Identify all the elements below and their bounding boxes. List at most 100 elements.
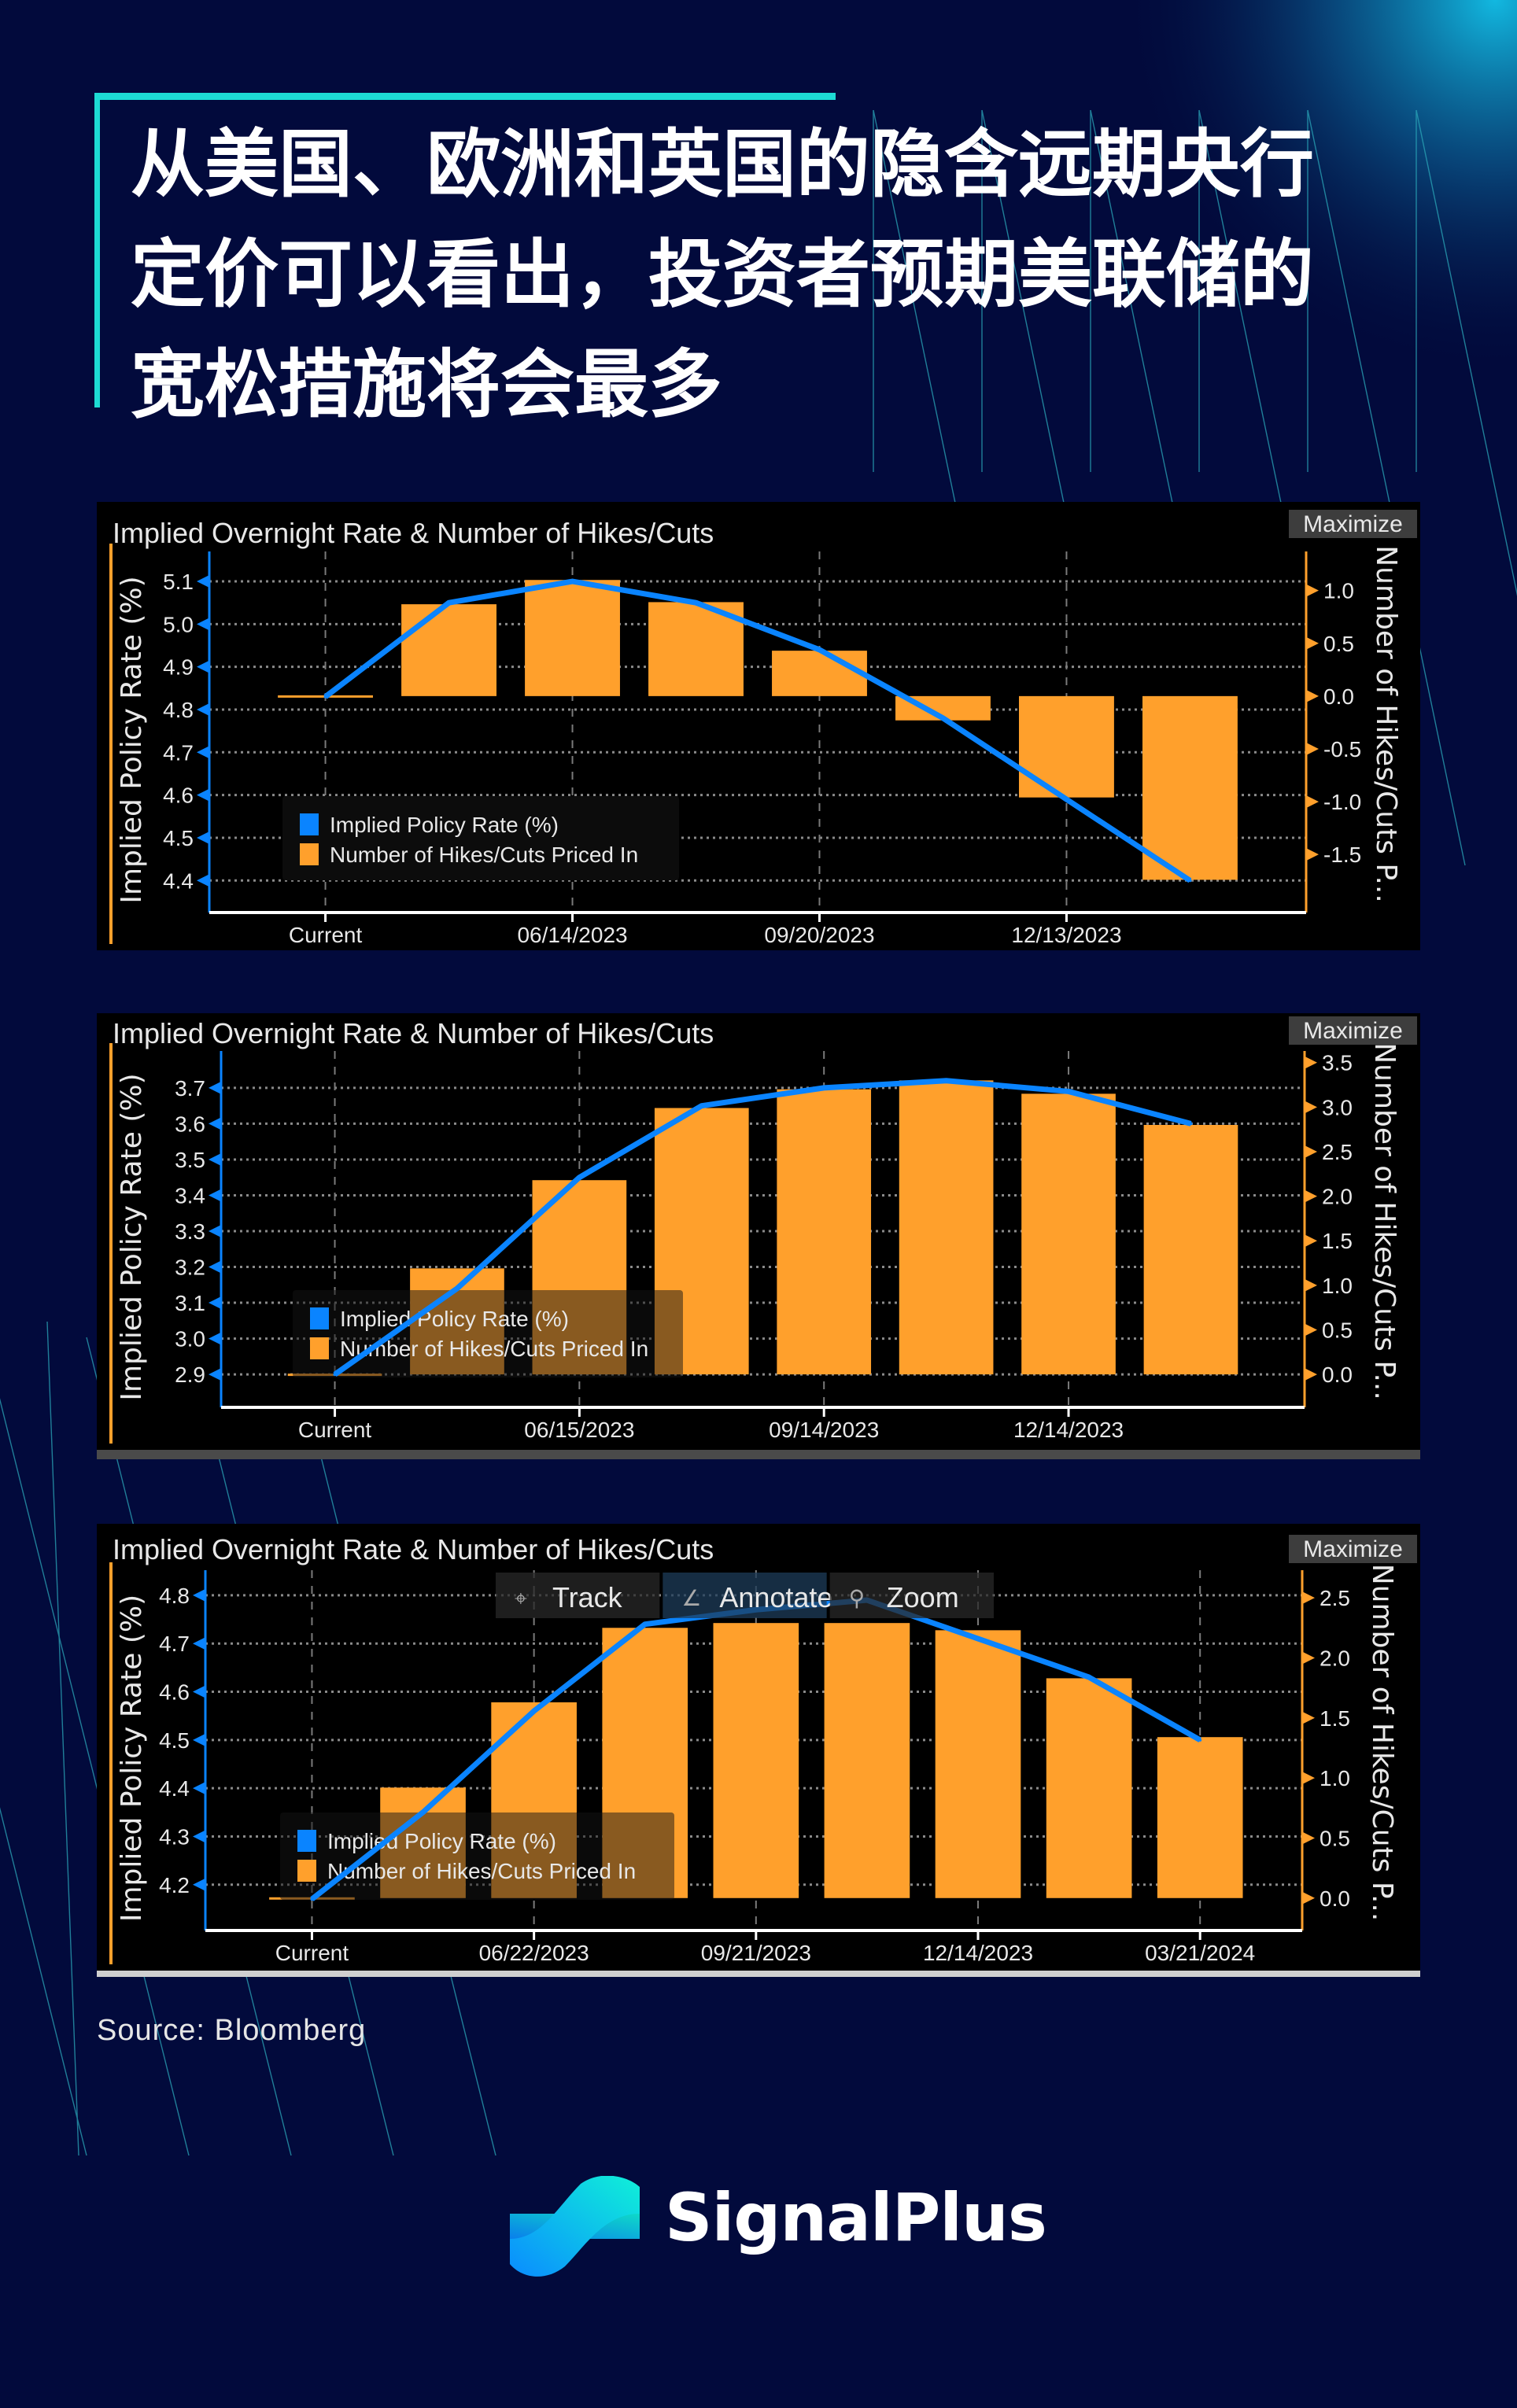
y2-tick-label: 2.0: [1320, 1646, 1350, 1670]
bar-hikes-cuts: [1019, 695, 1114, 798]
y-tick-marker: [193, 1685, 205, 1698]
decor-line: [46, 1321, 79, 2156]
bar-hikes-cuts: [1143, 1124, 1238, 1375]
rate-point: [822, 1086, 826, 1090]
decor-line: [0, 1807, 87, 2156]
y-tick-label: 4.3: [159, 1824, 190, 1849]
toolbar-track-button[interactable]: ⌖ Track: [496, 1573, 660, 1618]
y-tick-label: 3.2: [175, 1256, 205, 1280]
y-tick-marker: [209, 1225, 221, 1238]
y-tick-marker: [197, 746, 209, 759]
rate-point: [694, 601, 698, 605]
legend: Implied Policy Rate (%) Number of Hikes/C…: [280, 1812, 674, 1900]
y-tick-marker: [193, 1878, 205, 1891]
y2-tick-label: 2.0: [1322, 1185, 1353, 1209]
rate-point: [941, 716, 945, 720]
maximize-button[interactable]: Maximize: [1289, 1016, 1417, 1045]
y2-tick-marker: [1305, 1101, 1317, 1114]
y-tick-label: 2.9: [175, 1363, 205, 1387]
y-tick-label: 4.4: [163, 868, 194, 893]
y2-axis-label: Number of Hikes/Cuts P...: [1368, 1042, 1401, 1400]
y-tick-marker: [209, 1260, 221, 1274]
source-note: Source: Bloomberg: [97, 2014, 367, 2047]
toolbar-label: Track: [552, 1581, 623, 1613]
accent-bracket-top: [94, 93, 836, 100]
y-tick-label: 3.4: [175, 1183, 205, 1208]
y2-tick-label: 1.0: [1320, 1766, 1350, 1790]
y2-tick-label: 0.5: [1320, 1826, 1350, 1850]
maximize-button[interactable]: Maximize: [1289, 510, 1417, 538]
rate-point: [570, 580, 574, 584]
chart-toolbar: ⌖ Track ∠ Annotate ⚲ Zoom: [496, 1573, 994, 1618]
y-tick-marker: [193, 1782, 205, 1795]
x-tick-label: Current: [275, 1941, 349, 1965]
y-tick-label: 3.5: [175, 1148, 205, 1172]
rate-point: [578, 1175, 581, 1179]
y-axis-label: Implied Policy Rate (%): [116, 1073, 148, 1400]
maximize-button[interactable]: Maximize: [1289, 1535, 1417, 1563]
y2-tick-marker: [1305, 1323, 1317, 1337]
y-tick-marker: [197, 575, 209, 588]
chart-title: Implied Overnight Rate & Number of Hikes…: [113, 1017, 714, 1049]
y2-tick-label: 3.0: [1322, 1095, 1353, 1119]
chart-panel-uk: Implied Overnight Rate & Number of Hikes…: [97, 1524, 1420, 1971]
y-tick-marker: [197, 874, 209, 887]
legend-label: Implied Policy Rate (%): [327, 1829, 556, 1853]
y-tick-marker: [209, 1081, 221, 1094]
y2-tick-label: 1.0: [1322, 1274, 1353, 1298]
rate-point: [976, 1637, 980, 1641]
y-tick-label: 3.0: [175, 1327, 205, 1352]
y2-tick-marker: [1306, 848, 1319, 861]
y2-tick-label: 1.5: [1320, 1706, 1350, 1731]
y2-tick-label: 1.5: [1322, 1229, 1353, 1253]
x-tick-label: 09/21/2023: [701, 1941, 811, 1965]
panel-scrollbar[interactable]: [97, 1450, 1420, 1459]
y-tick-marker: [209, 1332, 221, 1345]
y2-tick-label: 1.0: [1323, 579, 1354, 603]
y-tick-marker: [209, 1117, 221, 1130]
y2-axis-label: Number of Hikes/Cuts P...: [1370, 545, 1402, 903]
legend-label: Implied Policy Rate (%): [340, 1307, 569, 1331]
legend-label: Number of Hikes/Cuts Priced In: [330, 843, 638, 867]
line-implied-policy-rate: [323, 578, 1192, 883]
signalplus-logo-icon: [510, 2176, 640, 2277]
rate-point: [421, 1810, 425, 1814]
y2-tick-marker: [1305, 1368, 1317, 1381]
rate-point: [455, 1286, 459, 1290]
y-tick-label: 3.1: [175, 1291, 205, 1315]
y2-tick-marker: [1305, 1234, 1317, 1248]
rate-point: [447, 601, 451, 605]
y2-tick-label: -0.5: [1323, 737, 1361, 761]
rate-point: [818, 647, 821, 651]
bar-hikes-cuts: [777, 1089, 872, 1375]
annotate-icon: ∠: [681, 1585, 701, 1611]
bar-hikes-cuts: [525, 580, 620, 696]
rate-point: [944, 1079, 948, 1082]
y-tick-marker: [193, 1588, 205, 1602]
legend-swatch-rate: [310, 1307, 329, 1329]
headline: 从美国、欧洲和英国的隐含远期央行 定价可以看出，投资者预期美联储的 宽松措施将会…: [131, 110, 1390, 441]
toolbar-zoom-button[interactable]: ⚲ Zoom: [829, 1573, 994, 1618]
rate-point: [1198, 1738, 1202, 1742]
x-tick-label: 03/21/2024: [1145, 1941, 1255, 1965]
rate-point: [532, 1709, 536, 1713]
y2-tick-marker: [1306, 636, 1319, 650]
rate-point: [1087, 1676, 1091, 1680]
y2-tick-label: 0.5: [1323, 632, 1354, 656]
y2-tick-label: 0.5: [1322, 1318, 1353, 1342]
x-tick-label: 12/14/2023: [1013, 1418, 1124, 1442]
y-axis-label: Implied Policy Rate (%): [116, 576, 148, 903]
rate-point: [699, 1104, 703, 1108]
y-tick-label: 4.4: [159, 1776, 190, 1801]
zoom-icon: ⚲: [849, 1585, 866, 1611]
x-tick-label: 09/20/2023: [764, 923, 874, 947]
line-implied-policy-rate: [333, 1078, 1192, 1377]
toolbar-annotate-button[interactable]: ∠ Annotate: [663, 1573, 832, 1618]
y2-tick-label: 0.0: [1323, 684, 1354, 709]
y2-tick-label: 2.5: [1320, 1586, 1350, 1610]
x-tick-label: Current: [289, 923, 363, 947]
y2-tick-marker: [1302, 1651, 1315, 1665]
rate-point: [1067, 1090, 1071, 1093]
bar-hikes-cuts: [1142, 695, 1238, 880]
rate-point: [310, 1897, 314, 1901]
